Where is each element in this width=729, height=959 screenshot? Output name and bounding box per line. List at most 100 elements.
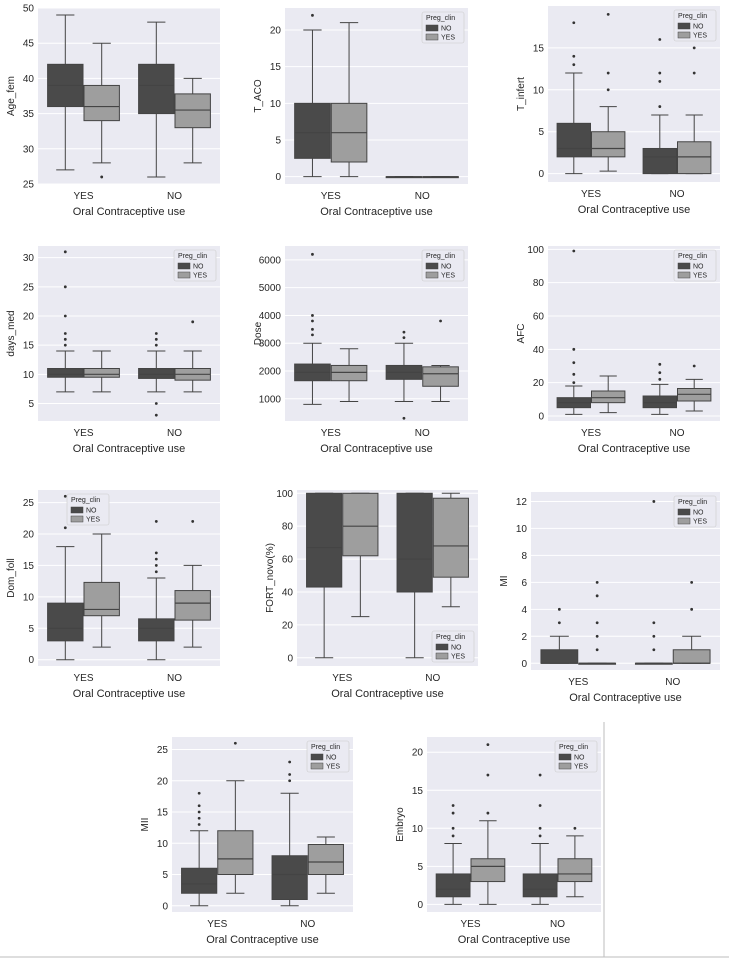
box-yes [470,858,506,883]
chart-panel-7: 0 5 10 15 20 25 YES NO Oral Contraceptive use Dom… [6,490,220,700]
outlier-point [63,314,67,318]
y-axis-label: T_ACO [253,79,264,113]
legend-label: NO [693,24,704,31]
outlier-point [439,319,442,323]
x-tick-label: NO [300,919,315,930]
legend-label: YES [441,273,455,280]
y-tick-label: 40 [533,345,545,356]
box-no [435,873,471,898]
outlier-point [572,347,576,351]
x-tick-label: YES [460,919,480,930]
outlier-point [154,520,158,523]
outlier-point [595,580,599,584]
y-axis-label: T_infert [516,77,527,111]
outlier-point [63,494,67,498]
outlier-point [557,607,561,611]
legend-title: Preg_clin [678,13,707,20]
x-tick-label: YES [581,189,601,200]
outlier-point [311,252,314,256]
y-tick-label: 1000 [259,394,282,405]
legend-label: NO [86,508,97,515]
y-tick-label: 2000 [259,367,282,378]
x-axis-label: Oral Contraceptive use [458,934,571,946]
outlier-point [572,63,576,67]
box-no [47,602,84,642]
outlier-point [652,500,656,503]
outlier-point [486,773,490,777]
x-axis-label: Oral Contraceptive use [569,692,682,704]
outlier-point [154,570,158,574]
legend-title: Preg_clin [71,497,100,504]
y-tick-label: 20 [282,620,294,631]
outlier-point [595,594,599,598]
legend-swatch-yes [677,31,691,39]
y-tick-label: 15 [23,561,35,572]
y-tick-label: 0 [287,653,293,664]
outlier-point [288,760,292,764]
outlier-point [154,337,158,341]
box-no [138,618,175,642]
outlier-point [692,71,696,75]
legend-swatch-no [425,24,439,32]
box-no [47,368,84,378]
legend-title: Preg_clin [678,253,707,260]
y-tick-label: 0 [521,659,527,670]
y-tick-label: 10 [23,370,35,381]
box-yes [557,858,593,883]
y-axis-label: Dose [253,321,264,345]
legend-label: YES [193,273,207,280]
chart-panel-4: 5 10 15 20 25 30 YES NO Oral Contraceptive use da… [6,246,220,455]
legend-label: YES [574,764,588,771]
outlier-point [652,648,656,652]
box-yes [83,84,120,122]
y-tick-label: 10 [533,85,545,96]
outlier-point [658,371,662,375]
legend-swatch-no [70,506,84,514]
outlier-point [692,364,696,368]
y-tick-label: 30 [23,144,35,155]
outlier-point [658,105,662,108]
legend: Preg_clin NO YES [673,249,717,282]
legend-label: NO [574,755,585,762]
outlier-point [658,377,662,381]
outlier-point [197,810,201,814]
legend-label: YES [451,654,465,661]
box-yes [217,830,254,875]
outlier-point [154,413,158,417]
y-tick-label: 25 [23,180,35,191]
y-axis-label: Embryo [395,807,406,842]
outlier-point [154,402,158,405]
outlier-point [288,773,292,776]
y-tick-label: 100 [276,489,293,500]
x-axis-label: Oral Contraceptive use [73,443,186,455]
outlier-point [191,520,195,523]
legend-title: Preg_clin [426,253,455,260]
legend-label: NO [441,26,452,33]
box-yes [422,366,459,387]
outlier-point [191,320,195,324]
box-no [271,855,308,900]
chart-panel-11: 0 5 10 15 20 YES NO Oral Contraceptive use Embry… [395,737,601,946]
legend: Preg_clin NO YES [173,249,217,282]
legend-swatch-yes [70,515,84,523]
outlier-point [63,332,67,335]
box-no [181,867,218,894]
box-no [396,492,433,593]
legend-label: YES [693,519,707,526]
y-tick-label: 0 [538,412,544,423]
legend-swatch-no [425,262,439,270]
box-yes [83,368,120,378]
outlier-point [652,634,656,638]
x-tick-label: YES [568,677,588,688]
box-no [522,873,558,898]
outlier-point [606,88,610,92]
y-tick-label: 20 [23,530,35,541]
y-tick-label: 20 [270,26,282,37]
y-tick-label: 5000 [259,283,282,294]
legend-label: YES [693,33,707,40]
y-tick-label: 15 [270,62,282,73]
y-tick-label: 30 [23,253,35,264]
legend-swatch-yes [677,517,691,525]
legend: Preg_clin NO YES [673,9,717,42]
